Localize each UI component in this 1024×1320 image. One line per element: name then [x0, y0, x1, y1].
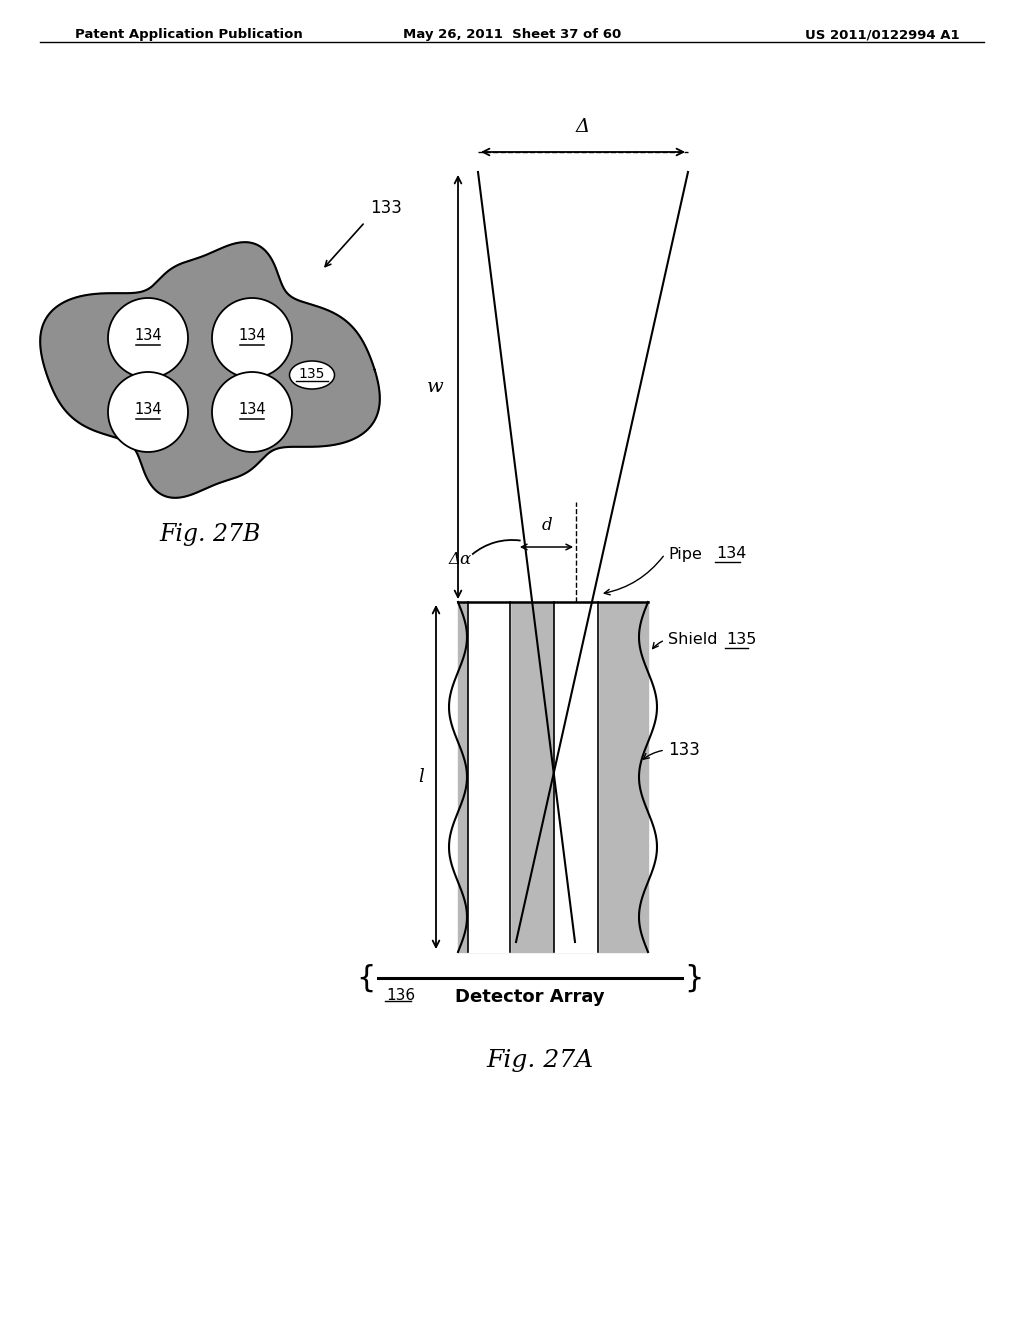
Text: 136: 136 — [386, 987, 415, 1003]
Text: 135: 135 — [726, 632, 757, 648]
Polygon shape — [40, 242, 380, 498]
Circle shape — [108, 372, 188, 451]
Text: US 2011/0122994 A1: US 2011/0122994 A1 — [805, 28, 961, 41]
Text: Patent Application Publication: Patent Application Publication — [75, 28, 303, 41]
Polygon shape — [458, 602, 648, 952]
Text: Fig. 27A: Fig. 27A — [486, 1048, 594, 1072]
Text: 134: 134 — [134, 403, 162, 417]
Text: Pipe: Pipe — [668, 546, 701, 561]
Text: Detector Array: Detector Array — [456, 987, 605, 1006]
Text: 134: 134 — [134, 329, 162, 343]
Text: 134: 134 — [716, 546, 746, 561]
Circle shape — [212, 372, 292, 451]
Text: Δ: Δ — [575, 117, 590, 136]
Text: 133: 133 — [668, 741, 699, 759]
Text: Shield: Shield — [668, 632, 718, 648]
Circle shape — [108, 298, 188, 378]
Text: 134: 134 — [239, 329, 266, 343]
Text: Fig. 27B: Fig. 27B — [160, 524, 261, 546]
Polygon shape — [468, 602, 510, 952]
Ellipse shape — [290, 360, 335, 389]
Text: 133: 133 — [370, 199, 401, 216]
Text: {: { — [356, 964, 376, 993]
Circle shape — [212, 298, 292, 378]
Text: 134: 134 — [239, 403, 266, 417]
Text: }: } — [684, 964, 703, 993]
Text: 135: 135 — [299, 367, 326, 381]
Text: d: d — [542, 517, 552, 535]
Text: Δα: Δα — [449, 552, 472, 569]
Text: w: w — [427, 378, 444, 396]
Text: l: l — [418, 768, 424, 785]
Polygon shape — [554, 602, 598, 952]
Text: May 26, 2011  Sheet 37 of 60: May 26, 2011 Sheet 37 of 60 — [402, 28, 622, 41]
